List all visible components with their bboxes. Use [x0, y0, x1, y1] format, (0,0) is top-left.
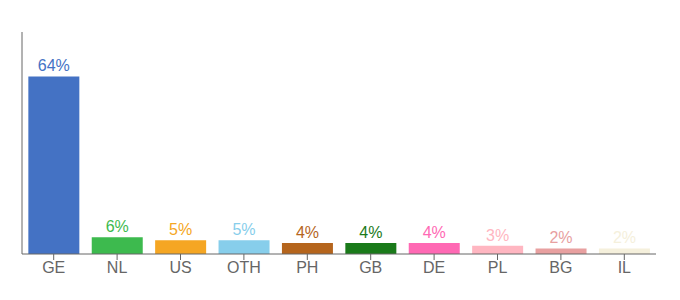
svg-text:IL: IL — [618, 259, 631, 276]
svg-text:6%: 6% — [106, 218, 129, 235]
svg-text:4%: 4% — [423, 224, 446, 241]
svg-text:BG: BG — [549, 259, 572, 276]
svg-text:5%: 5% — [169, 221, 192, 238]
svg-text:64%: 64% — [38, 57, 70, 74]
svg-text:GB: GB — [359, 259, 382, 276]
svg-text:3%: 3% — [486, 227, 509, 244]
svg-text:PL: PL — [488, 259, 508, 276]
svg-text:4%: 4% — [296, 224, 319, 241]
svg-text:OTH: OTH — [227, 259, 261, 276]
svg-text:2%: 2% — [613, 229, 636, 246]
svg-text:NL: NL — [107, 259, 128, 276]
svg-text:2%: 2% — [549, 229, 572, 246]
svg-text:4%: 4% — [359, 224, 382, 241]
svg-text:US: US — [169, 259, 191, 276]
svg-text:GE: GE — [42, 259, 65, 276]
svg-text:PH: PH — [296, 259, 318, 276]
svg-text:5%: 5% — [232, 221, 255, 238]
svg-text:DE: DE — [423, 259, 445, 276]
